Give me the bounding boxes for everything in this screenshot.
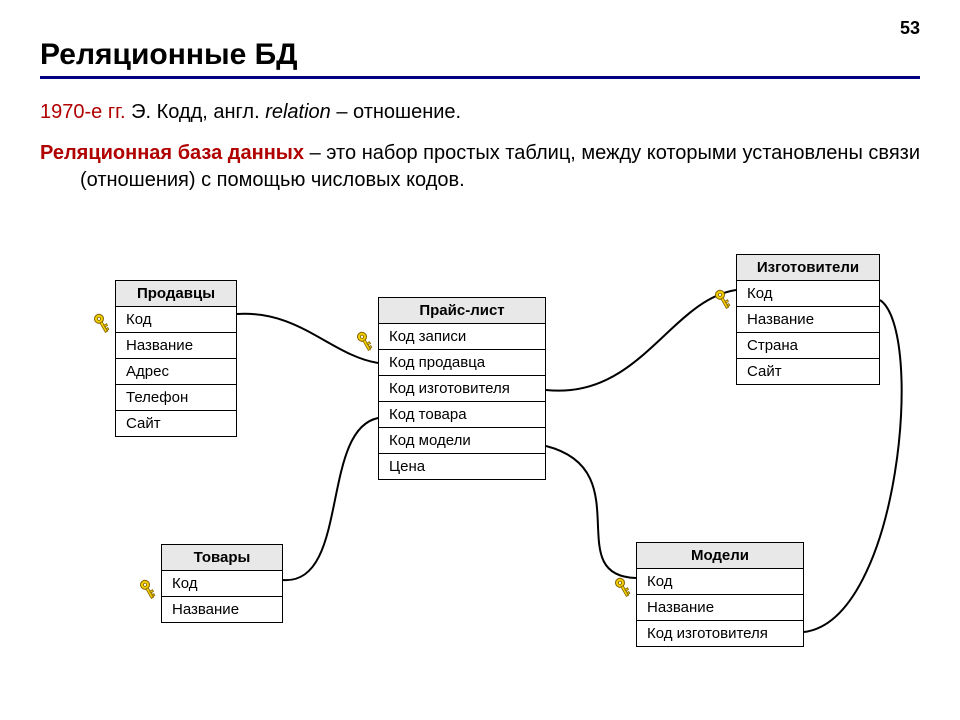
intro1-prefix: 1970-е гг. — [40, 101, 126, 123]
intro1-suffix: – отношение. — [331, 101, 461, 123]
intro-line-2: Реляционная база данных – это набор прос… — [40, 140, 920, 194]
page-number: 53 — [900, 18, 920, 39]
title-rule — [40, 76, 920, 79]
intro1-italic: relation — [265, 101, 331, 123]
intro2-term: Реляционная база данных — [40, 142, 304, 164]
intro1-mid: Э. Кодд, англ. — [126, 101, 266, 123]
intro-line-1: 1970-е гг. Э. Кодд, англ. relation – отн… — [40, 101, 920, 124]
page-title: Реляционные БД — [40, 38, 920, 72]
